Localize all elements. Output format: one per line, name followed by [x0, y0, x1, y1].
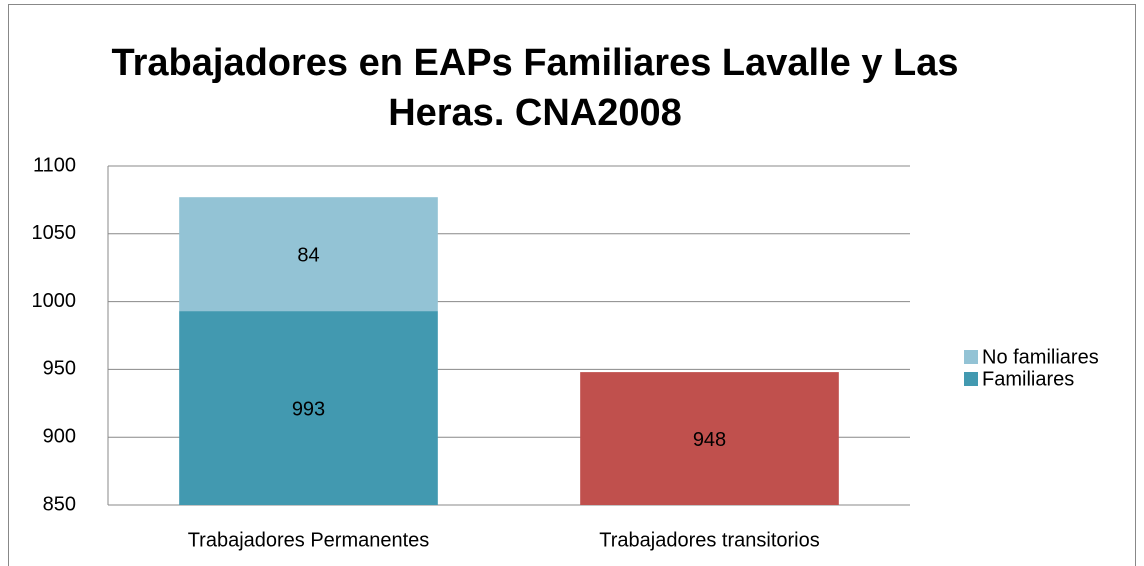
data-label: 993 [292, 398, 325, 420]
y-tick-label: 1100 [33, 154, 76, 176]
legend-swatch [964, 350, 978, 364]
y-tick-label: 1000 [32, 290, 77, 312]
x-tick-label: Trabajadores transitorios [599, 529, 819, 551]
bar-segment [580, 372, 839, 505]
x-tick-label: Trabajadores Permanentes [188, 529, 430, 551]
data-label: 84 [297, 244, 319, 266]
chart-title: Trabajadores en EAPs Familiares Lavalle … [111, 42, 959, 134]
bar-segment [179, 197, 438, 312]
y-tick-label: 850 [43, 493, 76, 515]
legend-label: Familiares [982, 368, 1074, 390]
legend-label: No familiares [982, 346, 1099, 368]
y-tick-label: 1050 [32, 222, 77, 244]
y-tick-label: 950 [43, 358, 76, 380]
legend-swatch [964, 372, 978, 386]
data-label: 948 [693, 429, 726, 451]
y-tick-label: 900 [43, 425, 76, 447]
bar-segment [179, 311, 438, 505]
